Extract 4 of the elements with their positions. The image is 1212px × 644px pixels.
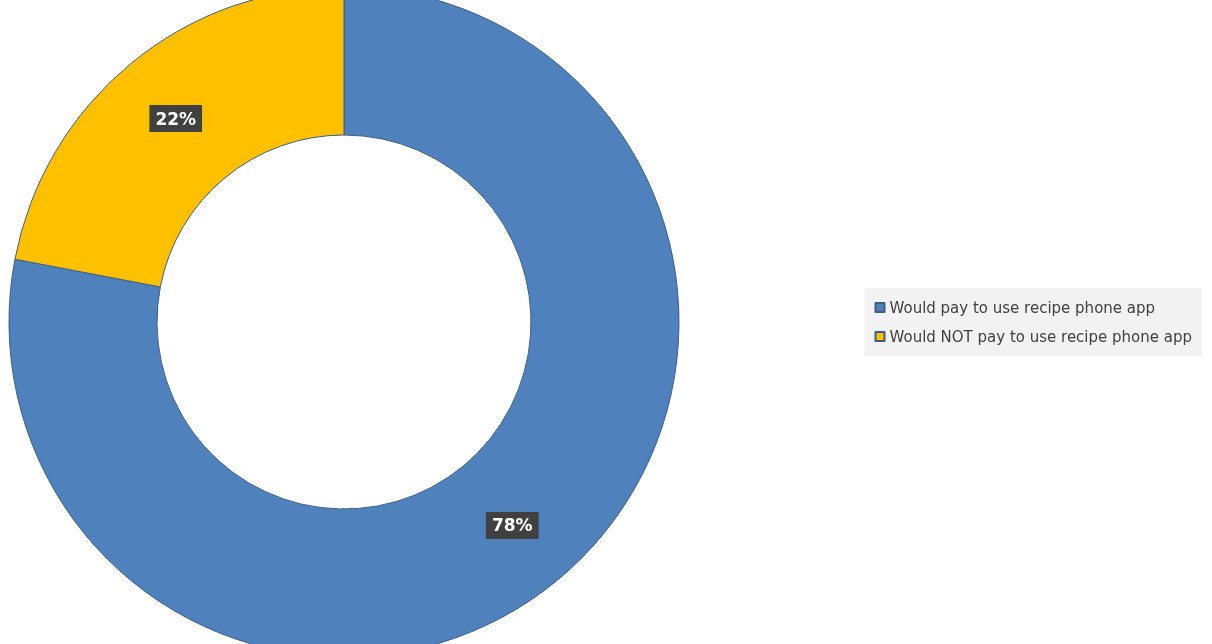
- data-label: 78%: [491, 515, 533, 536]
- legend-label: Would pay to use recipe phone app: [889, 298, 1156, 317]
- legend-label: Would NOT pay to use recipe phone app: [889, 327, 1192, 346]
- data-label: 22%: [155, 108, 197, 129]
